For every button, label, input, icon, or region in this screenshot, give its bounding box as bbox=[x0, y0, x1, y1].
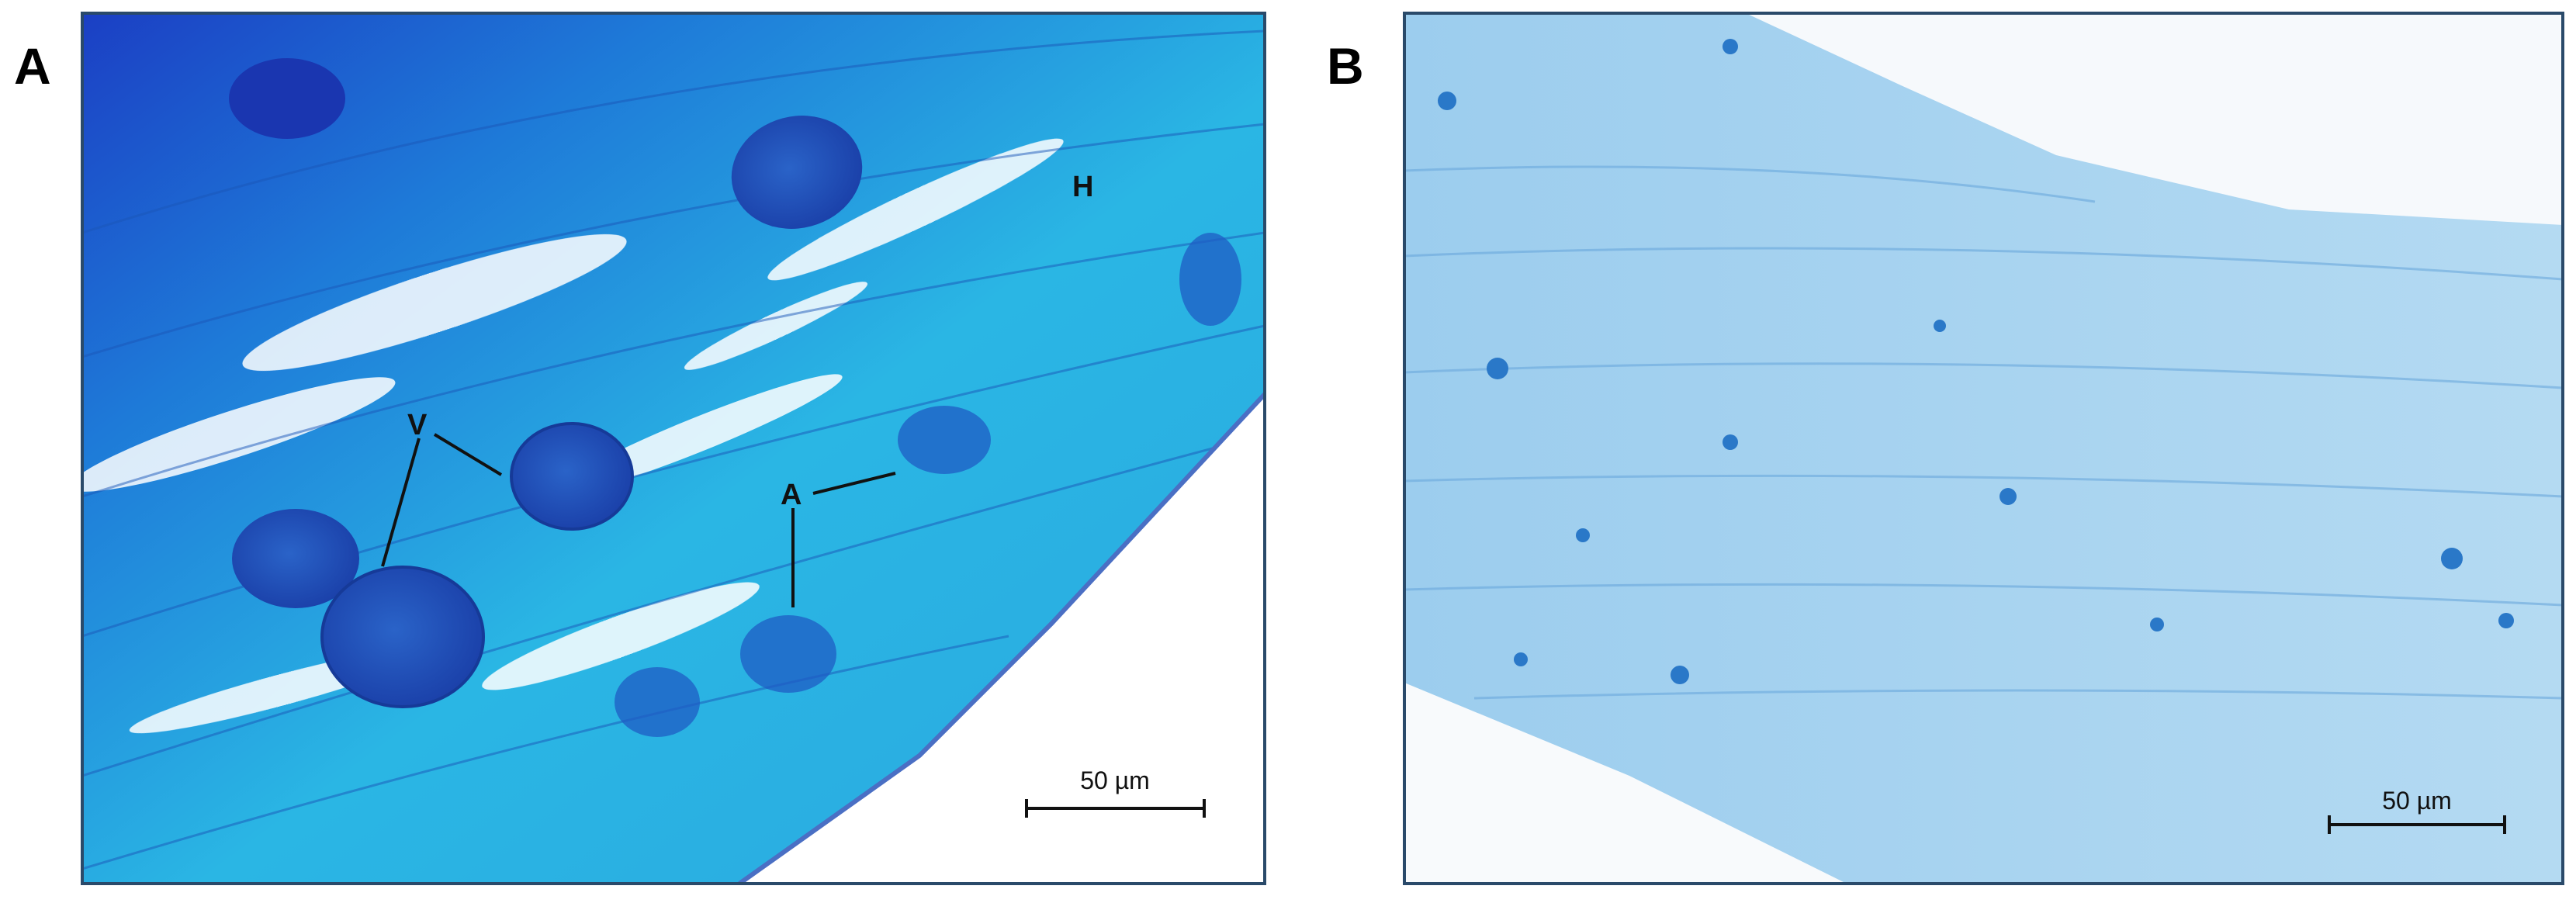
panel-label: B bbox=[1327, 37, 1364, 95]
background-slide bbox=[1404, 683, 1847, 884]
micrograph-b bbox=[1404, 13, 2563, 884]
arbuscules bbox=[615, 233, 1241, 737]
scale-bar bbox=[2328, 815, 2506, 834]
annotation: V bbox=[407, 409, 428, 441]
blob bbox=[229, 58, 345, 139]
annotation: A bbox=[781, 479, 802, 511]
micrograph-a bbox=[82, 13, 1265, 884]
dots bbox=[1438, 39, 2514, 684]
background-slide bbox=[739, 394, 1265, 884]
frame bbox=[81, 12, 1266, 885]
background-slide bbox=[1746, 13, 2563, 225]
frame bbox=[1403, 12, 2564, 885]
scale-bar-label: 50 µm bbox=[2382, 787, 2452, 815]
vesicle bbox=[510, 422, 634, 531]
root-edge bbox=[738, 392, 1265, 884]
vesicle bbox=[320, 566, 485, 708]
leaders bbox=[381, 433, 896, 607]
vesicle bbox=[232, 509, 359, 608]
vesicle bbox=[731, 116, 863, 229]
scale-bar-label: 50 µm bbox=[1080, 766, 1150, 794]
cell-walls bbox=[1404, 165, 2563, 700]
scale-bar bbox=[1025, 799, 1206, 818]
panel-label: A bbox=[14, 37, 51, 95]
annotation: H bbox=[1072, 171, 1093, 203]
